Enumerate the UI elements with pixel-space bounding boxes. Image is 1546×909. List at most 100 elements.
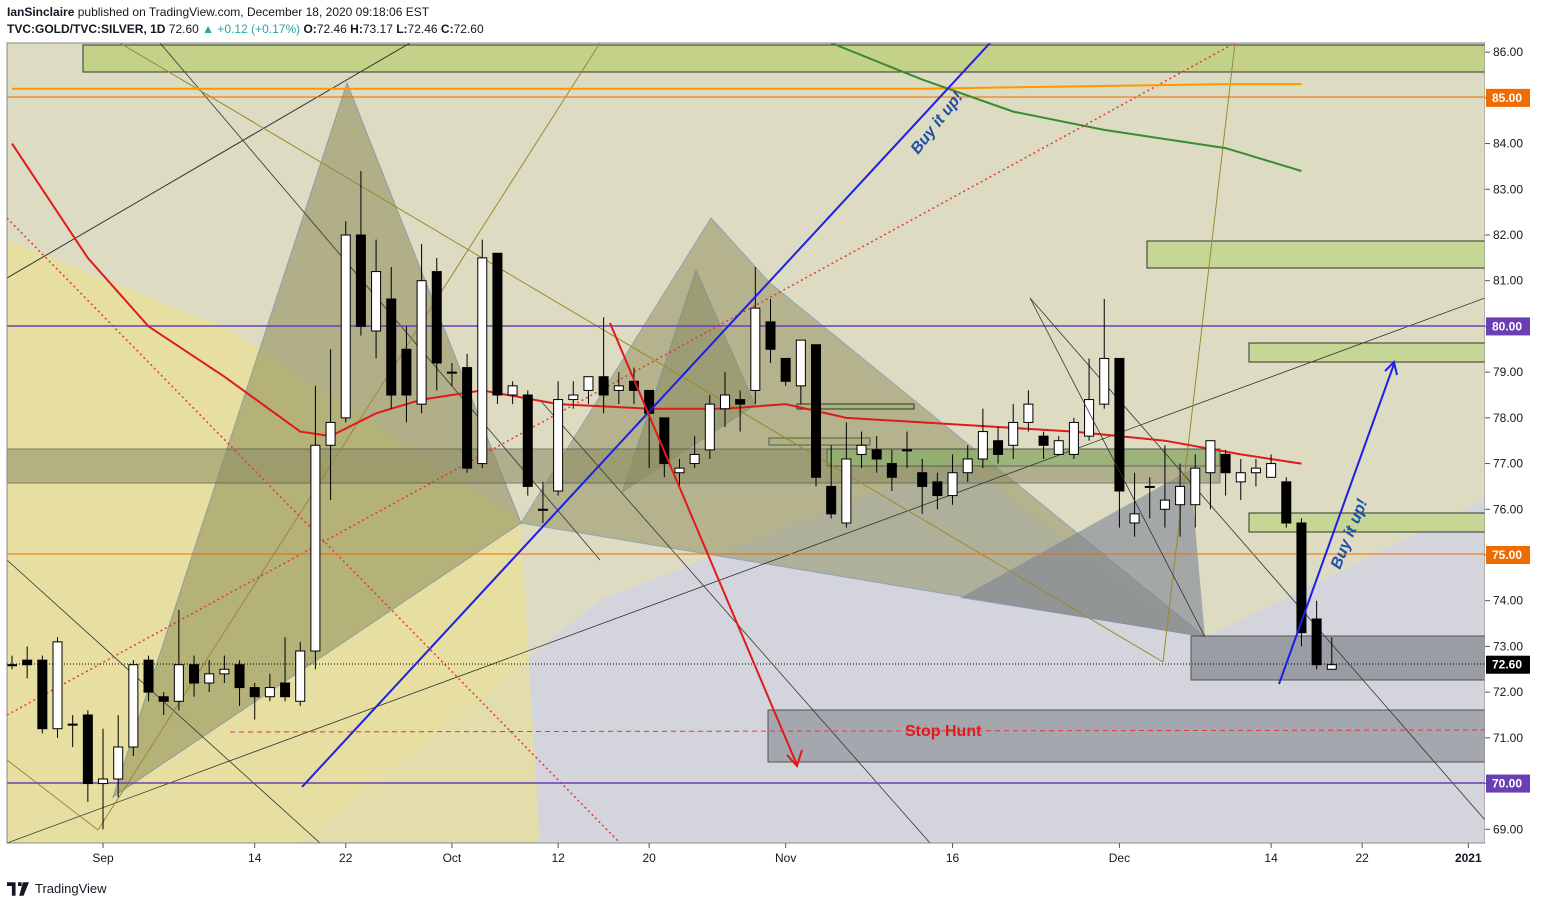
candle-body xyxy=(902,449,913,452)
candle[interactable] xyxy=(1190,454,1201,528)
candle[interactable] xyxy=(462,353,473,473)
candle[interactable] xyxy=(1129,472,1140,537)
candle[interactable] xyxy=(189,655,200,697)
candle[interactable] xyxy=(750,267,761,405)
candle[interactable] xyxy=(128,660,139,757)
candle[interactable] xyxy=(22,646,33,679)
candle[interactable] xyxy=(735,390,746,432)
candle[interactable] xyxy=(1144,477,1155,519)
candle[interactable] xyxy=(719,372,730,427)
candle[interactable] xyxy=(340,221,351,423)
candle[interactable] xyxy=(977,408,988,469)
author-name[interactable]: IanSinclaire xyxy=(7,5,75,19)
candle[interactable] xyxy=(1235,459,1246,501)
candle[interactable] xyxy=(886,449,897,491)
candle[interactable] xyxy=(1008,404,1019,459)
candle[interactable] xyxy=(522,390,533,496)
candle[interactable] xyxy=(507,381,518,405)
candle[interactable] xyxy=(841,422,852,528)
candle[interactable] xyxy=(902,431,913,469)
price-axis[interactable]: 69.00 70.00 71.00 72.00 73.00 74.00 75.00 76.00… xyxy=(1485,43,1546,843)
candle[interactable] xyxy=(704,395,715,459)
candle[interactable] xyxy=(1220,449,1231,496)
time-tick-label: 22 xyxy=(339,851,353,865)
candle[interactable] xyxy=(67,715,78,747)
candle[interactable] xyxy=(613,372,624,405)
candle[interactable] xyxy=(1175,463,1186,537)
candle[interactable] xyxy=(962,445,973,482)
candle[interactable] xyxy=(477,239,488,469)
candle[interactable] xyxy=(811,344,822,487)
candle[interactable] xyxy=(598,317,609,414)
footer-brand[interactable]: TradingView xyxy=(35,881,107,896)
candle[interactable] xyxy=(264,673,275,702)
candle[interactable] xyxy=(993,427,1004,464)
candle[interactable] xyxy=(386,267,397,409)
candle[interactable] xyxy=(173,609,184,711)
candle[interactable] xyxy=(780,357,791,386)
candle[interactable] xyxy=(1023,390,1034,432)
candle[interactable] xyxy=(310,385,321,670)
candle[interactable] xyxy=(431,257,442,391)
candle[interactable] xyxy=(826,445,837,519)
candle[interactable] xyxy=(492,252,503,405)
tradingview-logo-icon[interactable] xyxy=(7,881,29,896)
candle[interactable] xyxy=(1114,357,1125,528)
candle[interactable] xyxy=(1250,459,1261,487)
candle[interactable] xyxy=(932,472,943,510)
candle-body xyxy=(462,367,473,469)
candle[interactable] xyxy=(295,641,306,706)
candle[interactable] xyxy=(1084,358,1095,441)
candle[interactable] xyxy=(416,244,427,414)
candle[interactable] xyxy=(234,660,245,706)
candle[interactable] xyxy=(82,710,93,802)
candle[interactable] xyxy=(1038,431,1049,459)
candle[interactable] xyxy=(871,436,882,473)
candle[interactable] xyxy=(325,349,336,501)
candle[interactable] xyxy=(765,299,776,363)
candle[interactable] xyxy=(98,728,109,830)
candle[interactable] xyxy=(1159,445,1170,528)
candle[interactable] xyxy=(568,381,579,409)
candle-body xyxy=(325,421,336,446)
candle[interactable] xyxy=(37,655,48,734)
candle-body xyxy=(886,463,897,478)
price-labels: 85.00 80.00 75.00 72.60 70.00 xyxy=(1486,88,1530,793)
candle[interactable] xyxy=(371,239,382,359)
candle[interactable] xyxy=(537,481,548,523)
candle[interactable] xyxy=(1068,417,1079,459)
candle[interactable] xyxy=(219,655,230,683)
candle[interactable] xyxy=(280,637,291,702)
candle[interactable] xyxy=(674,459,685,487)
candle[interactable] xyxy=(204,660,215,693)
candle[interactable] xyxy=(113,715,124,798)
candle[interactable] xyxy=(1311,600,1322,670)
candle[interactable] xyxy=(689,436,700,469)
candle[interactable] xyxy=(249,683,260,720)
candle[interactable] xyxy=(1266,454,1277,478)
candle[interactable] xyxy=(446,363,457,386)
time-axis[interactable]: Sep1422Oct1220Nov16Dec1422202111 xyxy=(92,843,1546,865)
candle[interactable] xyxy=(158,692,169,715)
candle[interactable] xyxy=(401,326,412,423)
candle[interactable] xyxy=(856,431,867,469)
candle[interactable] xyxy=(1099,299,1110,409)
candle[interactable] xyxy=(355,171,366,336)
time-tick-label: 20 xyxy=(642,851,656,865)
time-tick-label: 14 xyxy=(248,851,262,865)
olive-line-4 xyxy=(7,759,99,831)
candle[interactable] xyxy=(947,454,958,505)
candle[interactable] xyxy=(917,459,928,514)
candle[interactable] xyxy=(1281,477,1292,528)
candle[interactable] xyxy=(553,381,564,496)
candle-body xyxy=(856,444,867,455)
candle[interactable] xyxy=(1296,518,1307,647)
candle[interactable] xyxy=(795,339,806,405)
candle[interactable] xyxy=(1053,436,1064,455)
candle[interactable] xyxy=(1205,440,1216,510)
candle[interactable] xyxy=(583,376,594,405)
candle[interactable] xyxy=(143,655,154,702)
candle[interactable] xyxy=(52,637,63,738)
candle[interactable] xyxy=(1326,637,1337,670)
